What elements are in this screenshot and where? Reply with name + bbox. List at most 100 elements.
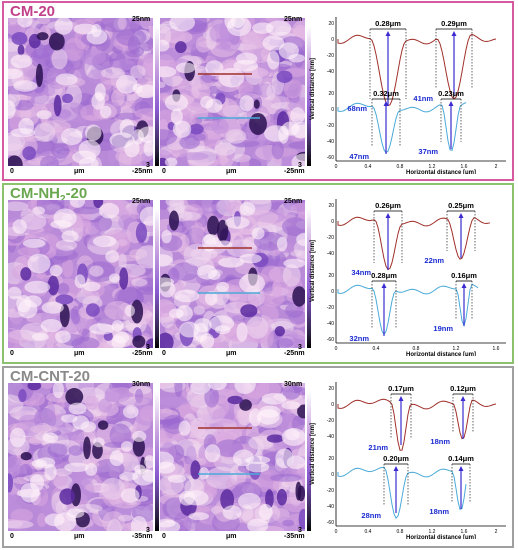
z-min-label: -25nm [284,168,305,175]
depth-annotation: 22nm [424,256,444,265]
x-tick-label: 0.8 [413,346,420,352]
z-min-label: -25nm [284,350,305,357]
x-tick-label: 1.2 [429,529,436,535]
x-tick-label: 1.6 [493,346,500,352]
width-annotation: 0.28μm [375,19,401,28]
afm-image-right [160,18,305,166]
width-annotation: 0.28μm [371,271,397,280]
width-annotation: 0.14μm [448,454,474,463]
z-max-label: 25nm [284,198,303,205]
z-max-label: 25nm [284,16,303,23]
afm-height-map [8,18,153,166]
x-start-label: 0 [162,533,166,540]
unit-label: μm [226,533,237,540]
x-tick-label: 0.8 [397,529,404,535]
afm-height-map [160,200,305,348]
y-tick-label: 0 [331,402,334,408]
x-axis-label: Horizontal distance [μm] [406,170,476,174]
x-end-label: 3 [146,162,150,169]
height-colorbar [155,391,159,531]
y-tick-label: 0 [331,472,334,478]
afm-image-left [8,200,153,348]
afm-image-left [8,18,153,166]
profile-trace-blue [337,102,467,154]
x-tick-label: 1.2 [453,346,460,352]
z-min-label: -35nm [132,533,153,540]
title-main: CM-NH [10,185,60,202]
panel-title: CM-20 [10,3,56,20]
x-tick-label: 0 [335,529,338,535]
height-colorbar [155,208,159,348]
y-tick-label: -60 [327,520,334,526]
unit-label: μm [74,533,85,540]
y-tick-label: -40 [327,69,334,75]
profile-trace-red [337,33,497,107]
height-colorbar [307,391,311,531]
afm-height-map [160,383,305,531]
y-tick-label: 0 [331,107,334,113]
x-start-label: 0 [10,350,14,357]
y-tick-label: 20 [328,273,334,279]
depth-annotation: 28nm [361,511,381,520]
width-annotation: 0.16μm [451,271,477,280]
z-min-label: -25nm [132,350,153,357]
width-annotation: 0.23μm [438,89,464,98]
afm-height-map [160,18,305,166]
x-start-label: 0 [162,168,166,175]
x-end-label: 3 [146,344,150,351]
afm-image-right [160,200,305,348]
profile-trace-red [337,216,491,271]
x-start-label: 0 [162,350,166,357]
y-tick-label: -20 [327,418,334,424]
width-annotation: 0.26μm [375,201,401,210]
y-tick-label: 0 [331,289,334,295]
y-tick-label: 0 [331,219,334,225]
y-tick-label: -60 [327,337,334,343]
depth-annotation: 68nm [347,104,367,113]
height-colorbar [307,208,311,348]
x-start-label: 0 [10,533,14,540]
x-end-label: 3 [146,527,150,534]
y-tick-label: 20 [328,386,334,392]
unit-label: μm [74,168,85,175]
width-annotation: 0.29μm [441,19,467,28]
x-end-label: 3 [298,344,302,351]
x-axis-label: Horizontal distance [μm] [406,352,476,356]
panel-title: CM-NH2-20 [10,185,87,205]
x-tick-label: 0.4 [365,164,372,170]
depth-annotation: 41nm [413,94,433,103]
depth-annotation: 34nm [351,268,371,277]
y-tick-label: -40 [327,251,334,257]
x-tick-label: 2 [495,529,498,535]
y-tick-label: -40 [327,321,334,327]
x-tick-label: 0.8 [397,164,404,170]
line-profile-chart: Vertical distance [nm] 20 0 -20 -40 20 0 -20 -40… [306,191,516,361]
y-axis-label: Vertical distance [nm] [310,240,316,302]
afm-image-right [160,383,305,531]
y-tick-label: 20 [328,21,334,27]
width-annotation: 0.20μm [383,454,409,463]
x-tick-label: 1.2 [429,164,436,170]
y-tick-label: -20 [327,123,334,129]
x-end-label: 3 [298,527,302,534]
x-tick-label: 0 [335,164,338,170]
profile-trace-blue [337,283,479,336]
line-profile-chart: Vertical distance [nm] 20 0 -20 -40 20 0 -20 -40… [306,9,516,179]
y-tick-label: -40 [327,504,334,510]
height-colorbar [307,26,311,166]
z-min-label: -25nm [132,168,153,175]
depth-annotation: 19nm [433,324,453,333]
y-tick-label: 20 [328,456,334,462]
y-tick-label: -60 [327,155,334,161]
title-suffix: -20 [65,185,88,202]
y-tick-label: -20 [327,53,334,59]
height-colorbar [155,26,159,166]
afm-height-map [8,383,153,531]
width-annotation: 0.32μm [373,89,399,98]
x-tick-label: 1.6 [461,529,468,535]
panel-title: CM-CNT-20 [10,368,91,385]
y-axis-label: Vertical distance [nm] [310,423,316,485]
y-tick-label: -40 [327,434,334,440]
depth-annotation: 18nm [430,437,450,446]
width-annotation: 0.12μm [450,384,476,393]
